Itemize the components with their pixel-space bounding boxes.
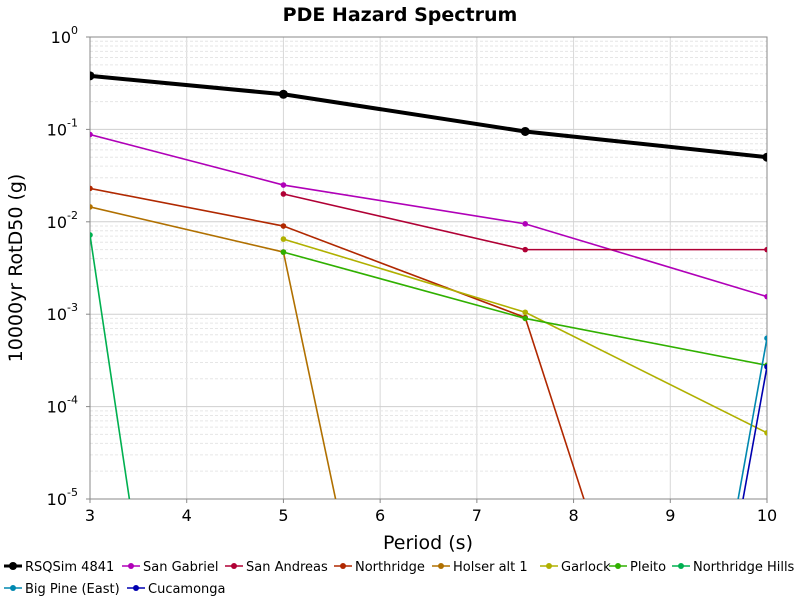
- series-line: [283, 251, 767, 367]
- series-northridge-hills: [90, 232, 131, 499]
- legend-label: Cucamonga: [148, 582, 226, 597]
- series-cucamonga: [742, 363, 767, 499]
- legend-swatch-marker: [438, 563, 444, 569]
- legend-label: Northridge Hills: [693, 560, 795, 575]
- data-point: [280, 236, 287, 242]
- legend-item: Big Pine (East): [4, 582, 120, 597]
- y-tick-label: 100: [51, 24, 78, 47]
- legend-swatch-marker: [678, 563, 684, 569]
- x-tick-label: 5: [278, 506, 288, 525]
- series-big-pine-east: [737, 335, 767, 499]
- series-san-gabriel: [90, 131, 767, 300]
- legend-swatch-marker: [615, 563, 621, 569]
- data-point: [764, 246, 767, 253]
- series-northridge: [90, 185, 585, 499]
- series-holser-alt-1: [90, 204, 337, 499]
- data-point: [764, 363, 767, 370]
- series-line: [283, 238, 767, 434]
- data-point: [90, 185, 93, 192]
- series-line: [742, 366, 767, 499]
- legend-label: RSQSim 4841: [25, 560, 114, 575]
- y-tick-label: 10-1: [47, 116, 78, 139]
- legend-label: Garlock: [561, 560, 611, 575]
- series-line: [90, 133, 767, 298]
- data-point: [280, 182, 287, 188]
- legend-swatch-marker: [546, 563, 552, 569]
- x-tick-labels: 3 4 5 6 7 8 9 10: [85, 499, 777, 525]
- legend-label: Holser alt 1: [453, 560, 528, 575]
- data-point: [764, 293, 767, 300]
- legend-item: Holser alt 1: [432, 560, 528, 575]
- x-tick-label: 9: [665, 506, 675, 525]
- data-point: [90, 232, 93, 238]
- series-line: [90, 187, 585, 499]
- data-point: [522, 309, 529, 316]
- legend-swatch-marker: [9, 562, 17, 570]
- data-point: [522, 315, 529, 322]
- x-axis-label: Period (s): [383, 532, 473, 554]
- x-tick-label: 4: [182, 506, 192, 525]
- legend-swatch-marker: [340, 563, 346, 569]
- data-point: [764, 335, 767, 341]
- chart-title: PDE Hazard Spectrum: [283, 4, 518, 26]
- legend-label: San Andreas: [246, 560, 328, 575]
- series-rsqsim-4841: [90, 71, 767, 162]
- data-point: [90, 204, 93, 210]
- series-line: [90, 234, 131, 499]
- data-point: [522, 221, 529, 227]
- data-point: [520, 126, 530, 136]
- x-tick-label: 3: [85, 506, 95, 525]
- series-pleito: [280, 249, 767, 369]
- legend-item: Cucamonga: [127, 582, 226, 597]
- data-point: [764, 430, 767, 436]
- legend-item: RSQSim 4841: [4, 560, 114, 575]
- legend-item: Northridge Hills: [672, 560, 795, 575]
- x-tick-label: 8: [568, 506, 578, 525]
- y-axis-label: 10000yr RotD50 (g): [5, 174, 27, 363]
- y-tick-label: 10-3: [47, 301, 78, 324]
- data-point: [762, 152, 767, 162]
- legend-item: Northridge: [334, 560, 425, 575]
- x-tick-label: 6: [375, 506, 385, 525]
- legend-swatch-marker: [231, 563, 237, 569]
- data-point: [278, 89, 288, 99]
- series-line: [737, 338, 767, 499]
- data-point: [522, 246, 529, 253]
- series-garlock: [280, 236, 767, 436]
- data-point: [280, 249, 287, 255]
- x-tick-label: 7: [472, 506, 482, 525]
- legend-label: Pleito: [630, 560, 666, 575]
- legend-item: Garlock: [540, 560, 611, 575]
- y-tick-label: 10-4: [47, 394, 78, 417]
- data-point: [90, 131, 93, 138]
- legend-swatch-marker: [133, 585, 139, 591]
- legend-item: Pleito: [609, 560, 666, 575]
- series-layer: [90, 71, 767, 499]
- legend: RSQSim 4841 San Gabriel San Andreas Northri…: [4, 560, 795, 597]
- legend-label: Big Pine (East): [25, 582, 120, 597]
- y-tick-labels: 100 10-1 10-2 10-3 10-4 10-5: [47, 24, 90, 509]
- series-san-andreas: [280, 191, 767, 253]
- x-tick-label: 10: [757, 506, 777, 525]
- data-point: [90, 71, 95, 81]
- legend-item: San Andreas: [225, 560, 328, 575]
- plot-area-border: [89, 36, 768, 500]
- legend-label: San Gabriel: [143, 560, 218, 575]
- y-tick-label: 10-5: [47, 486, 78, 509]
- series-line: [90, 73, 767, 160]
- grid-lines: [89, 37, 768, 500]
- y-tick-label: 10-2: [47, 209, 78, 232]
- data-point: [280, 191, 287, 197]
- data-point: [280, 223, 287, 229]
- legend-item: San Gabriel: [122, 560, 218, 575]
- legend-swatch-marker: [128, 563, 134, 569]
- legend-label: Northridge: [355, 560, 425, 575]
- legend-swatch-marker: [10, 585, 16, 591]
- series-line: [90, 206, 337, 499]
